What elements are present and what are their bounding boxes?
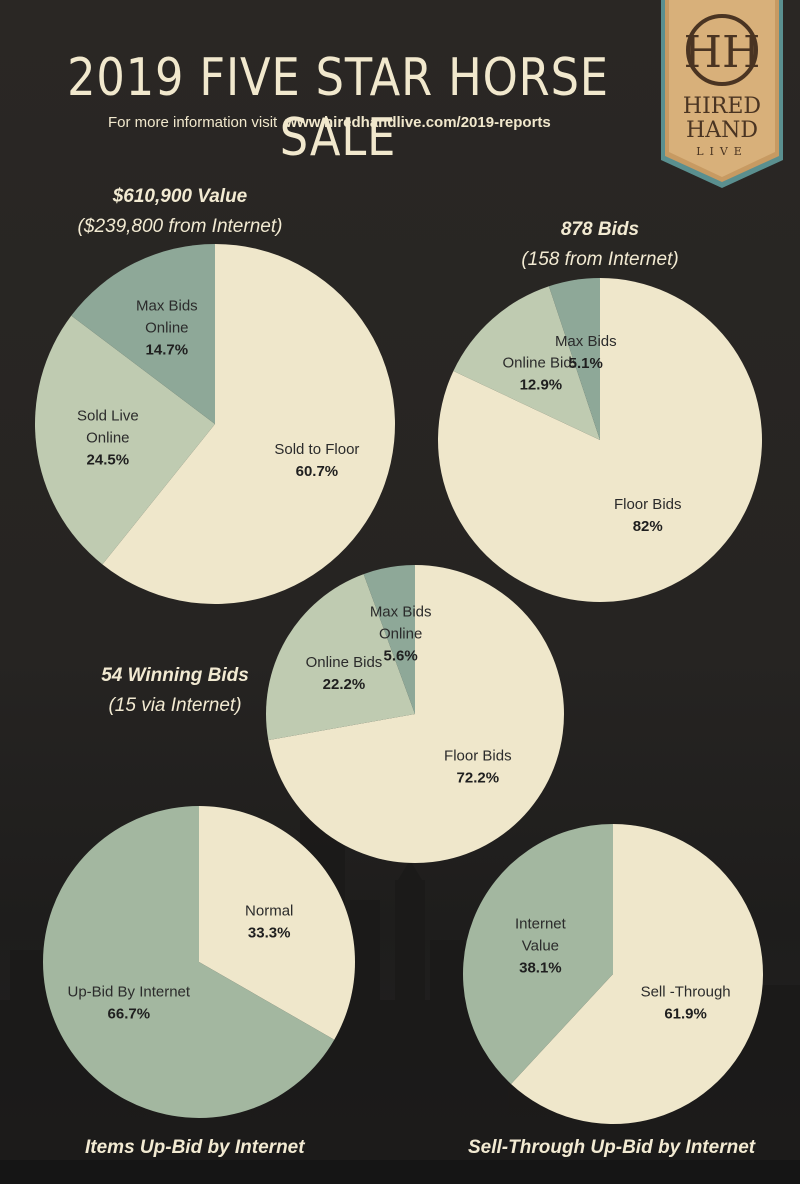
pie2-slice-1-label: Floor Bids bbox=[614, 496, 682, 513]
pie3-slice-1-value: 72.2% bbox=[457, 770, 500, 787]
pie-chart-winning-bids: Floor Bids 72.2% Online Bids 22.2% Max Bids O… bbox=[266, 565, 564, 863]
pie1-slice-3-label: Max Bids bbox=[136, 297, 198, 314]
pie2-slice-3-label: Max Bids bbox=[555, 333, 617, 350]
pie1-slice-3-label: Online bbox=[145, 319, 188, 336]
reports-link[interactable]: www.hiredhandlive.com/2019-reports bbox=[285, 114, 551, 131]
pie2-slice-2 bbox=[453, 286, 600, 440]
pie4-slice-2 bbox=[43, 806, 335, 1118]
pie-chart-bids: Floor Bids 82% Online Bids 12.9% Max Bids 5.1… bbox=[438, 278, 762, 602]
pie3-slice-2-label: Online Bids bbox=[306, 654, 383, 671]
pie2-slice-3 bbox=[548, 278, 600, 440]
pie-chart-items-up-bid: Normal 33.3% Up-Bid By Internet 66.7% bbox=[43, 806, 355, 1118]
chart3-heading: 54 Winning Bids bbox=[101, 665, 249, 686]
pie3-slice-1 bbox=[268, 565, 564, 863]
subtitle-prefix: For more information visit bbox=[108, 114, 278, 131]
pie1-slice-1-label: Sold to Floor bbox=[274, 441, 359, 458]
pie2-slice-3-value: 5.1% bbox=[569, 355, 603, 372]
logo-word-1: HIRED bbox=[683, 94, 761, 119]
page-subtitle: For more information visit www.hiredhand… bbox=[108, 114, 551, 131]
pie1-slice-2-label: Online bbox=[86, 429, 129, 446]
pie3-slice-3-label: Online bbox=[379, 625, 422, 642]
chart1-heading: $610,900 Value bbox=[112, 186, 248, 207]
pie5-slice-2 bbox=[462, 824, 613, 1084]
pie4-slice-1-label: Normal bbox=[245, 902, 293, 919]
chart3-subheading: (15 via Internet) bbox=[108, 695, 242, 716]
chart2-subheading: (158 from Internet) bbox=[521, 249, 679, 270]
pie4-slice-1-value: 33.3% bbox=[248, 924, 291, 941]
chart2-heading: 878 Bids bbox=[560, 219, 640, 240]
pie2-slice-2-label: Online Bids bbox=[503, 354, 580, 371]
pie3-slice-2 bbox=[266, 574, 415, 741]
pie3-slice-1-label: Floor Bids bbox=[444, 748, 512, 765]
pie5-slice-1 bbox=[511, 824, 763, 1124]
chart1-subheading: ($239,800 from Internet) bbox=[77, 216, 283, 237]
pie4-slice-2-label: Up-Bid By Internet bbox=[68, 984, 191, 1001]
pie3-slice-3 bbox=[363, 565, 415, 714]
pie3-slice-3-value: 5.6% bbox=[384, 647, 418, 664]
logo-word-3: LIVE bbox=[696, 145, 748, 158]
page-title: 2019 FIVE STAR HORSE SALE bbox=[67, 48, 609, 168]
pie2-slice-2-value: 12.9% bbox=[520, 376, 563, 393]
pie5-slice-2-label: Value bbox=[522, 938, 559, 955]
pie5-slice-1-value: 61.9% bbox=[664, 1005, 707, 1022]
pie3-slice-2-value: 22.2% bbox=[323, 676, 366, 693]
pie1-slice-1-value: 60.7% bbox=[296, 463, 339, 480]
hired-hand-logo: HH HIRED HAND LIVE bbox=[661, 0, 783, 188]
pie5-slice-2-value: 38.1% bbox=[519, 960, 562, 977]
pie3-slice-3-label: Max Bids bbox=[370, 603, 432, 620]
pie1-slice-3 bbox=[71, 244, 215, 424]
pie1-slice-2 bbox=[34, 315, 215, 565]
chart1-caption: $610,900 Value ($239,800 from Internet) bbox=[60, 182, 300, 242]
logo-word-2: HAND bbox=[686, 118, 758, 143]
pie1-slice-2-value: 24.5% bbox=[87, 451, 130, 468]
pie-chart-sell-through: Sell -Through 61.9% Internet Value 38.1% bbox=[462, 824, 763, 1124]
pie1-slice-1 bbox=[102, 244, 395, 604]
pie2-slice-1-value: 82% bbox=[633, 518, 663, 535]
pie4-slice-1 bbox=[199, 806, 355, 1040]
pie-chart-value: Sold to Floor 60.7% Sold Live Online 24.5% Ma… bbox=[34, 244, 395, 604]
logo-monogram: HH bbox=[684, 27, 761, 78]
pie1-slice-2-label: Sold Live bbox=[77, 407, 139, 424]
pie1-slice-3-value: 14.7% bbox=[146, 341, 189, 358]
chart3-caption: 54 Winning Bids (15 via Internet) bbox=[55, 661, 295, 721]
pie5-slice-2-label: Internet bbox=[515, 916, 567, 933]
chart4-heading: Items Up-Bid by Internet bbox=[85, 1137, 305, 1158]
chart2-caption: 878 Bids (158 from Internet) bbox=[480, 215, 720, 275]
pie5-slice-1-label: Sell -Through bbox=[641, 983, 731, 1000]
chart5-heading: Sell-Through Up-Bid by Internet bbox=[468, 1137, 756, 1158]
pie4-slice-2-value: 66.7% bbox=[108, 1006, 151, 1023]
